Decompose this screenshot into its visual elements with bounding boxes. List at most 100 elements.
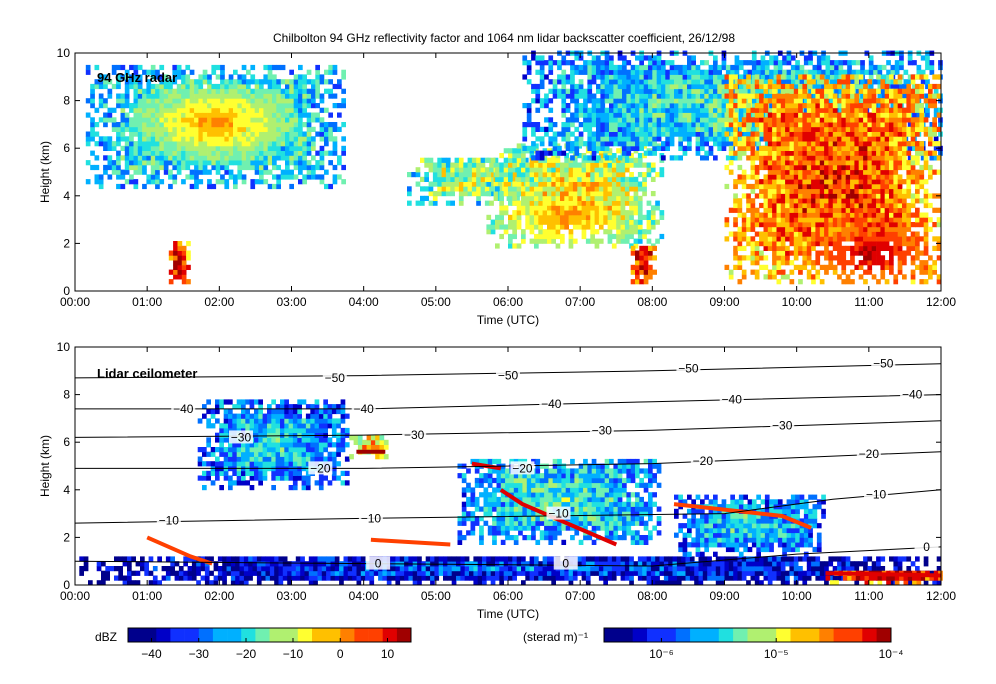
heatmap-cell [754,74,760,80]
heatmap-cell [724,112,730,118]
heatmap-cell [751,64,757,71]
heatmap-cell [785,212,790,218]
heatmap-cell [622,60,627,66]
heatmap-cell [526,107,532,113]
heatmap-cell [596,107,601,113]
heatmap-cell [215,107,221,113]
heatmap-cell [267,126,273,132]
heatmap-cell [704,122,709,128]
heatmap-cell [695,131,701,137]
heatmap-cell [522,122,528,128]
heatmap-cell [717,107,722,113]
heatmap-cell [806,93,812,99]
heatmap-cell [858,274,864,280]
heatmap-cell [772,179,777,185]
heatmap-cell [551,229,556,235]
heatmap-cell [337,126,342,132]
heatmap-cell [272,103,277,109]
heatmap-cell [596,136,601,142]
heatmap-cell [168,88,173,94]
heatmap-cell [146,160,152,166]
heatmap-cell [845,83,851,90]
heatmap-cell [763,245,769,251]
heatmap-cell [802,169,808,175]
heatmap-cell [832,103,838,109]
heatmap-cell [713,136,718,142]
heatmap-cell [754,79,760,85]
heatmap-cell [124,98,130,104]
heatmap-cell [637,214,643,220]
heatmap-cell [280,98,286,104]
heatmap-cell [578,131,584,137]
heatmap-cell [237,136,243,142]
heatmap-cell [819,74,825,80]
heatmap-cell [751,69,757,75]
heatmap-cell [798,88,803,94]
heatmap-cell [604,79,610,85]
heatmap-cell [285,83,290,90]
heatmap-cell [850,207,855,213]
heatmap-cell [276,141,281,147]
heatmap-cell [737,212,743,218]
heatmap-cell [150,74,156,80]
heatmap-cell [512,233,517,240]
heatmap-cell [228,155,234,161]
heatmap-cell [798,103,803,109]
heatmap-cell [272,164,277,171]
heatmap-cell [789,107,795,113]
heatmap-cell [834,60,839,66]
heatmap-cell [259,107,264,113]
heatmap-cell [198,117,204,123]
heatmap-cell [495,214,500,220]
heatmap-cell [812,69,818,75]
heatmap-cell [871,188,877,194]
heatmap-cell [168,79,173,85]
heatmap-cell [116,126,121,132]
heatmap-cell [815,107,821,113]
radar-panel: 00:00 01:00 02:00 03:00 04:00 05:00 06:00 07:00… [38,46,956,327]
heatmap-cell [750,207,756,213]
heatmap-cell [526,122,532,128]
heatmap-cell [776,136,782,142]
heatmap-cell [267,117,273,123]
heatmap-cell [591,93,597,99]
heatmap-cell [137,112,143,118]
heatmap-cell [561,122,567,128]
heatmap-cell [521,205,526,211]
heatmap-cell [746,145,751,151]
heatmap-cell [728,136,734,142]
heatmap-cell [539,83,545,90]
heatmap-cell [643,150,649,156]
heatmap-cell [503,205,509,211]
heatmap-cell [630,126,636,132]
heatmap-cell [220,160,225,166]
heatmap-cell [328,112,333,118]
heatmap-cell [163,164,169,171]
heatmap-cell [854,107,860,113]
heatmap-cell [626,93,632,99]
heatmap-cell [808,83,813,90]
heatmap-cell [311,88,316,94]
heatmap-cell [806,126,812,132]
heatmap-cell [90,122,95,128]
heatmap-cell [828,107,834,113]
heatmap-cell [150,145,156,151]
heatmap-cell [293,98,299,104]
heatmap-cell [228,145,234,151]
heatmap-cell [700,126,705,132]
heatmap-cell [276,64,281,71]
heatmap-cell [733,231,738,237]
heatmap-cell [746,83,751,90]
heatmap-cell [548,117,554,123]
heatmap-cell [737,145,743,151]
heatmap-cell [246,164,251,171]
heatmap-cell [858,260,864,266]
heatmap-cell [630,74,636,80]
heatmap-cell [767,122,773,128]
heatmap-cell [790,69,796,75]
heatmap-cell [832,98,838,104]
heatmap-cell [730,64,735,71]
heatmap-cell [168,141,173,147]
heatmap-cell [858,131,864,137]
heatmap-cell [111,117,117,123]
